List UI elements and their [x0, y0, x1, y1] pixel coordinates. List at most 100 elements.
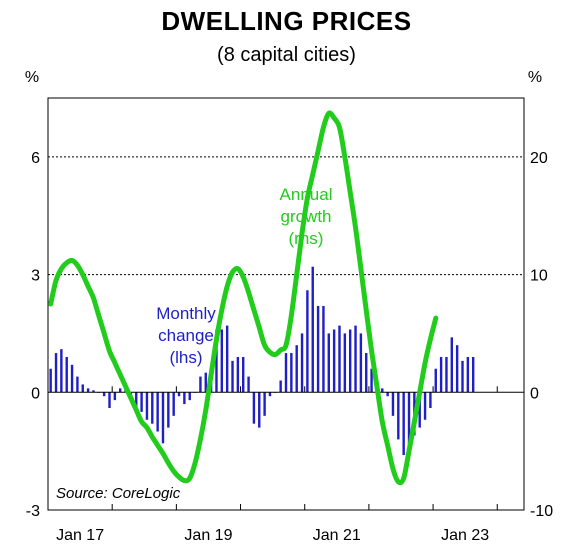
- monthly-change-bar: [284, 353, 288, 393]
- monthly-change-bar: [252, 392, 256, 424]
- monthly-change-bar: [167, 392, 170, 428]
- right-tick-label: 20: [530, 150, 548, 167]
- x-tick-label: Jan 21: [313, 527, 361, 544]
- monthly-change-bar: [231, 360, 234, 393]
- monthly-change-bar: [113, 392, 117, 401]
- monthly-change-bar: [397, 392, 400, 440]
- monthly-change-bar: [359, 333, 363, 393]
- monthly-change-bar: [354, 325, 357, 393]
- left-tick-label: 3: [31, 268, 40, 285]
- monthly-change-bar: [445, 356, 448, 393]
- monthly-change-bar: [118, 388, 122, 393]
- right-axis-unit: %: [528, 69, 542, 86]
- monthly-change-bar: [429, 392, 432, 408]
- monthly-change-bar: [263, 392, 266, 416]
- axis-labels: -3 0 3 6 -10 0 10 20 Jan 17 Jan 19 Jan 21 Jan 23: [26, 150, 553, 544]
- right-tick-label: -10: [530, 503, 553, 520]
- right-tick-label: 10: [530, 268, 548, 285]
- left-axis-unit: %: [25, 69, 39, 86]
- monthly-change-bar: [140, 392, 143, 412]
- monthly-change-bar: [450, 337, 454, 393]
- monthly-change-bar: [348, 329, 352, 393]
- monthly-change-bar: [300, 333, 304, 393]
- monthly-change-bar: [381, 388, 384, 393]
- series-label-line: (lhs): [169, 348, 202, 367]
- monthly-change-bar: [290, 353, 293, 393]
- monthly-change-bar: [49, 368, 52, 393]
- series-label-line: (rhs): [289, 229, 324, 248]
- monthly-change-bar: [183, 392, 186, 405]
- monthly-change-bar: [391, 392, 395, 416]
- monthly-change-bar: [365, 353, 368, 393]
- monthly-change-bar: [258, 392, 261, 428]
- source-note: Source: CoreLogic: [56, 485, 181, 502]
- monthly-change-bar: [386, 392, 389, 397]
- x-tick-label: Jan 19: [184, 527, 232, 544]
- monthly-change-bar: [151, 392, 154, 424]
- monthly-change-bar: [327, 333, 330, 393]
- monthly-change-bar: [172, 392, 175, 416]
- series-label-line: growth: [280, 207, 331, 226]
- monthly-change-bar: [455, 345, 459, 393]
- series-label-line: change: [158, 326, 214, 345]
- monthly-change-bar: [316, 305, 320, 393]
- gridlines: [48, 156, 524, 276]
- monthly-change-bar: [215, 329, 218, 393]
- monthly-change-bar: [343, 333, 347, 393]
- left-tick-label: -3: [26, 503, 40, 520]
- monthly-change-bar: [161, 392, 165, 444]
- monthly-change-bar: [434, 368, 437, 393]
- monthly-change-bar: [332, 329, 336, 393]
- monthly-change-bar: [471, 356, 475, 393]
- annual-growth-line: [48, 110, 439, 486]
- monthly-change-bar: [236, 356, 240, 393]
- chart-title: DWELLING PRICES: [161, 6, 412, 36]
- monthly-change-bar: [54, 353, 58, 393]
- monthly-change-bar: [370, 368, 373, 393]
- monthly-change-bar: [418, 392, 421, 428]
- monthly-change-bar: [279, 380, 282, 393]
- monthly-change-bar: [86, 388, 90, 393]
- plot-frame: [47, 97, 525, 511]
- monthly-change-bar: [70, 364, 74, 393]
- monthly-change-bar: [220, 329, 224, 393]
- left-tick-label: 6: [31, 150, 40, 167]
- x-tick-label: Jan 17: [56, 527, 104, 544]
- monthly-change-bar: [177, 392, 181, 397]
- monthly-change-bar: [242, 356, 245, 393]
- annual-growth-label: Annual growth (rhs): [280, 185, 333, 248]
- x-tick-label: Jan 23: [441, 527, 489, 544]
- monthly-change-bar: [295, 345, 298, 393]
- right-tick-label: 0: [530, 385, 539, 402]
- monthly-change-bar: [108, 392, 111, 408]
- x-ticks: [47, 386, 498, 510]
- monthly-change-bar: [461, 360, 464, 393]
- monthly-change-bar: [225, 325, 229, 393]
- series-label-line: Monthly: [156, 304, 216, 323]
- monthly-change-bar: [65, 356, 68, 393]
- monthly-change-bar: [81, 384, 84, 393]
- monthly-change-bar: [199, 376, 202, 393]
- monthly-change-bar: [338, 325, 341, 393]
- monthly-change-bar: [268, 392, 272, 397]
- monthly-change-bar: [407, 392, 411, 452]
- monthly-change-bar: [466, 356, 470, 393]
- monthly-change-bar: [60, 349, 63, 393]
- monthly-change-bar: [145, 392, 149, 420]
- monthly-change-bar: [188, 392, 191, 401]
- series-label-line: Annual: [280, 185, 333, 204]
- monthly-change-bar: [92, 390, 95, 393]
- monthly-change-bar: [102, 392, 106, 397]
- chart-subtitle: (8 capital cities): [217, 44, 356, 66]
- monthly-change-bar: [76, 376, 79, 393]
- monthly-change-bar: [439, 356, 443, 393]
- left-tick-label: 0: [31, 385, 40, 402]
- monthly-change-bar: [423, 392, 427, 420]
- monthly-change-bar: [135, 392, 138, 408]
- monthly-change-bar: [322, 305, 325, 393]
- monthly-change-bar: [156, 392, 159, 432]
- monthly-change-bar: [204, 372, 207, 393]
- monthly-change-bar: [306, 290, 309, 393]
- monthly-change-bar: [311, 266, 314, 393]
- monthly-change-bar: [402, 392, 405, 456]
